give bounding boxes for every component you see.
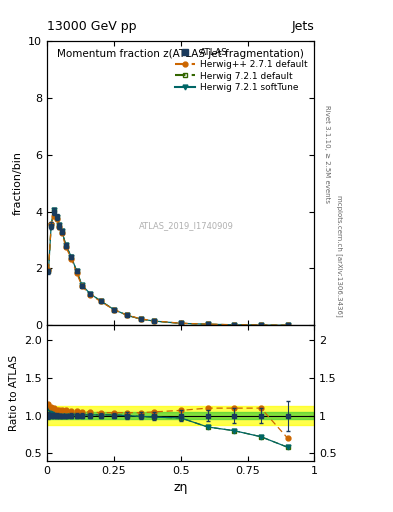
Text: Jets: Jets <box>292 20 314 33</box>
Y-axis label: fraction/bin: fraction/bin <box>13 151 23 215</box>
Y-axis label: Ratio to ATLAS: Ratio to ATLAS <box>9 355 19 431</box>
Text: Rivet 3.1.10, ≥ 2.5M events: Rivet 3.1.10, ≥ 2.5M events <box>324 104 330 203</box>
Legend: ATLAS, Herwig++ 2.7.1 default, Herwig 7.2.1 default, Herwig 7.2.1 softTune: ATLAS, Herwig++ 2.7.1 default, Herwig 7.… <box>173 46 310 95</box>
Text: Momentum fraction z(ATLAS jet fragmentation): Momentum fraction z(ATLAS jet fragmentat… <box>57 50 304 59</box>
Bar <box>47 412 314 419</box>
Bar <box>47 406 314 425</box>
Text: mcplots.cern.ch [arXiv:1306.3436]: mcplots.cern.ch [arXiv:1306.3436] <box>336 195 343 317</box>
X-axis label: zη: zη <box>174 481 188 494</box>
Text: 13000 GeV pp: 13000 GeV pp <box>47 20 137 33</box>
Text: ATLAS_2019_I1740909: ATLAS_2019_I1740909 <box>139 221 233 230</box>
